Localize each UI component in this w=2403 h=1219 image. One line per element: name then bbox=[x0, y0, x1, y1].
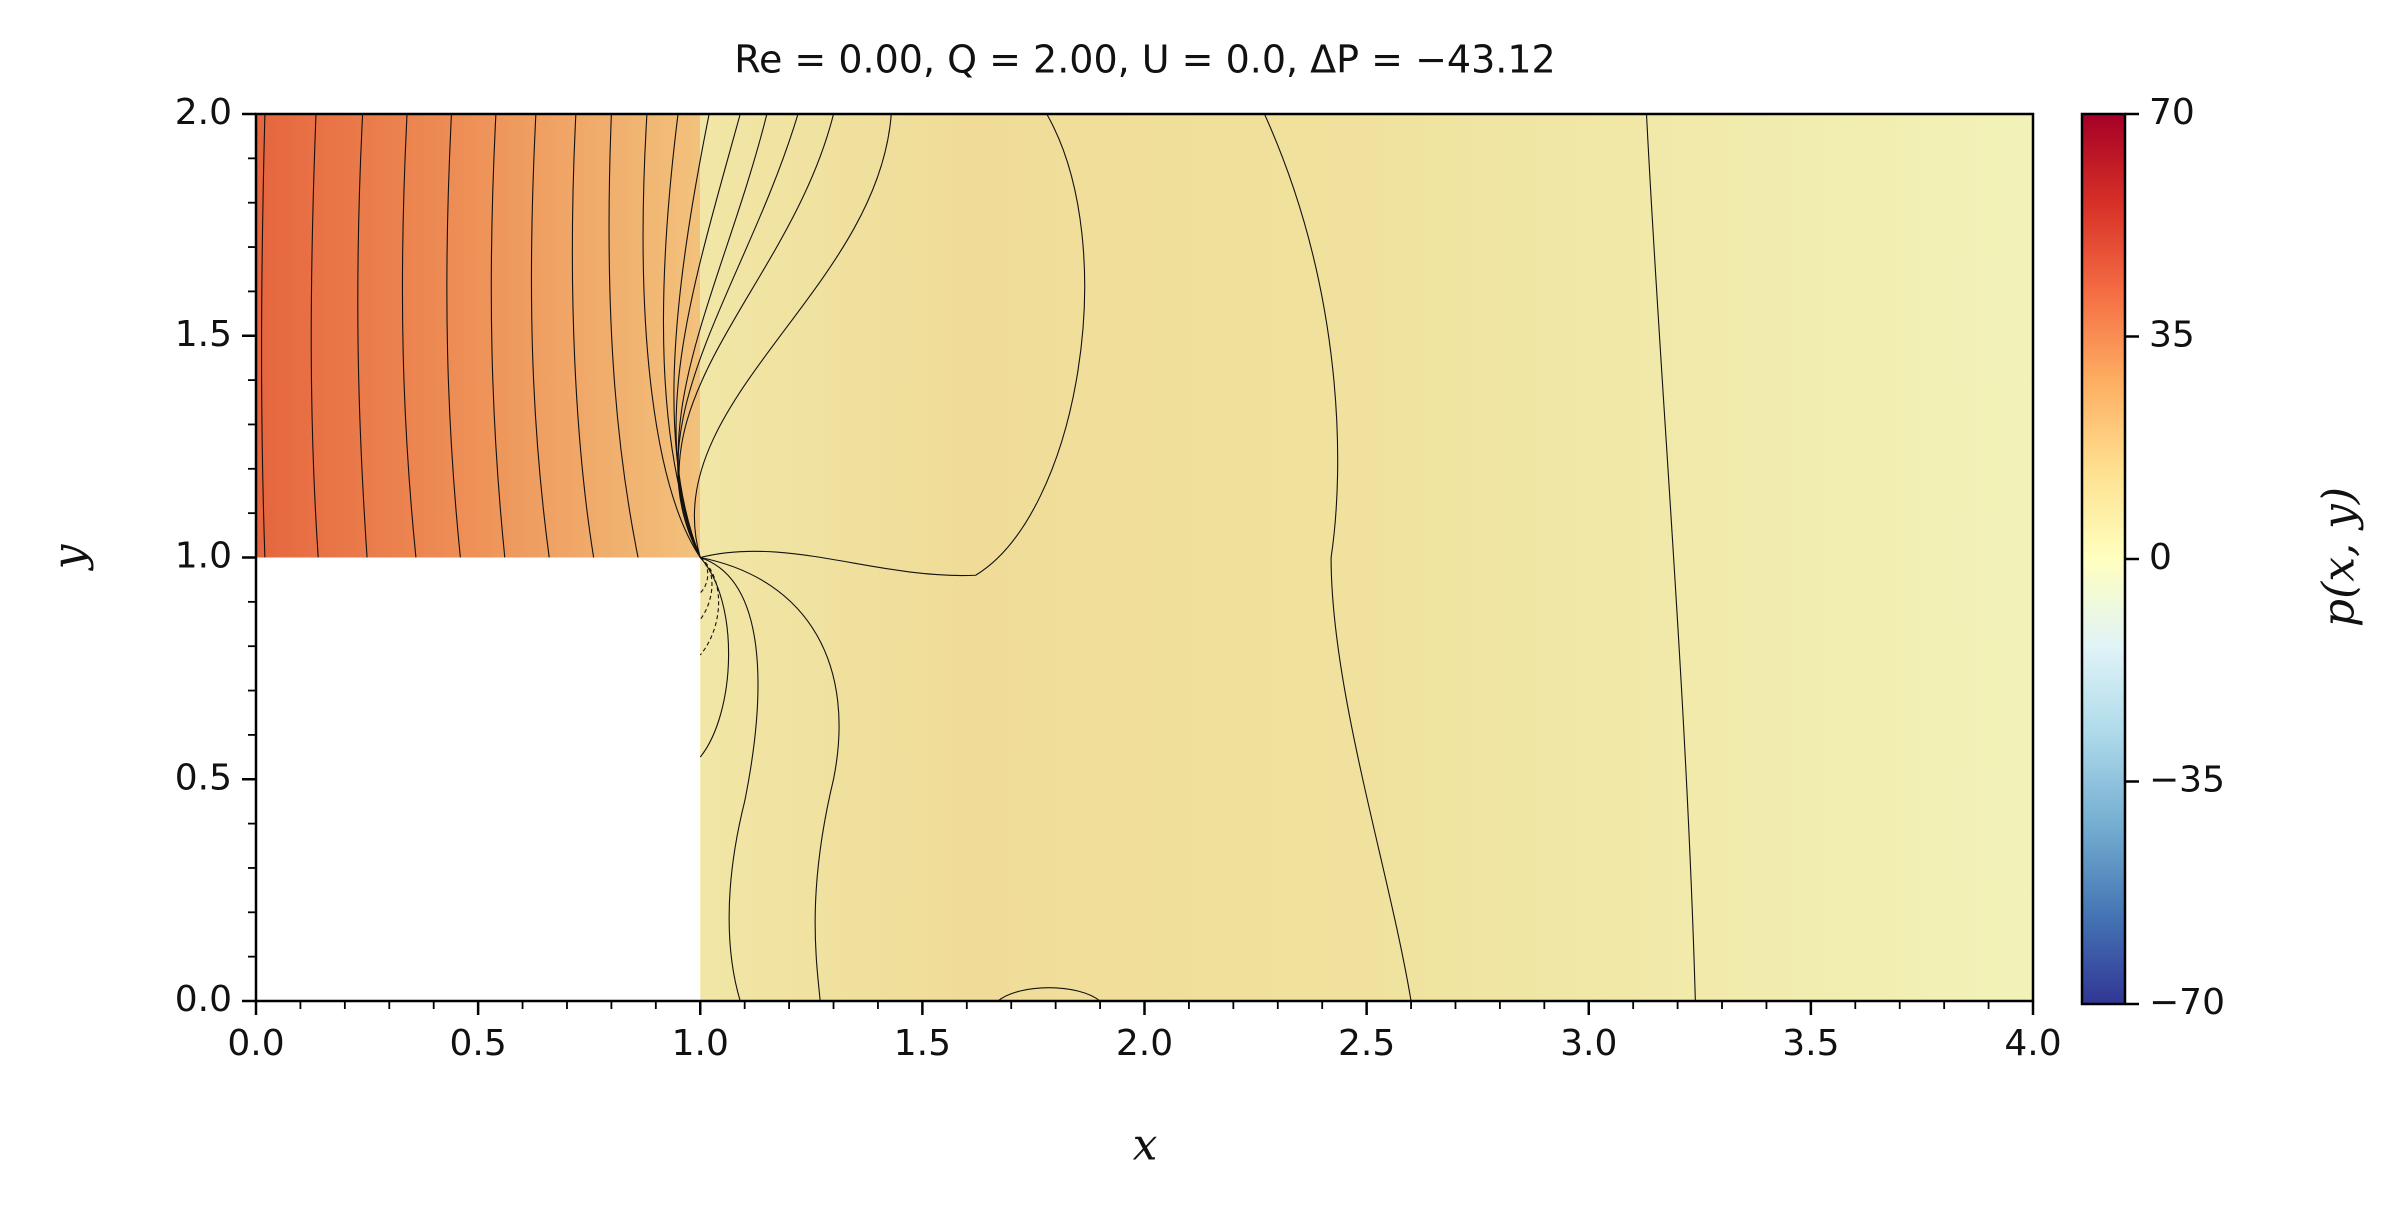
colorbar-tick-label: −70 bbox=[2149, 982, 2225, 1023]
x-tick-label: 0.0 bbox=[227, 1023, 284, 1064]
colorbar-tick-label: 0 bbox=[2149, 537, 2172, 578]
y-tick-label: 2.0 bbox=[175, 92, 232, 133]
x-tick-label: 1.5 bbox=[894, 1023, 951, 1064]
y-axis-label: y bbox=[44, 543, 95, 571]
x-axis-label: x bbox=[1133, 1120, 1158, 1171]
colorbar bbox=[2080, 112, 2127, 1006]
y-tick-label: 1.5 bbox=[175, 314, 232, 355]
upstream-field bbox=[256, 114, 701, 558]
x-tick-label: 3.0 bbox=[1560, 1023, 1617, 1064]
x-tick-label: 1.0 bbox=[672, 1023, 729, 1064]
y-tick-label: 0.0 bbox=[175, 979, 232, 1020]
x-tick-label: 0.5 bbox=[449, 1023, 506, 1064]
downstream-field bbox=[700, 114, 2033, 1001]
y-tick-label: 1.0 bbox=[175, 536, 232, 577]
y-tick-label: 0.5 bbox=[175, 757, 232, 798]
x-tick-label: 3.5 bbox=[1782, 1023, 1839, 1064]
contour-lines bbox=[262, 114, 1696, 1001]
colorbar-tick-label: 35 bbox=[2149, 315, 2195, 356]
colorbar-label: p(x, y) bbox=[2314, 487, 2365, 627]
colorbar-tick-label: −35 bbox=[2149, 760, 2225, 801]
x-tick-label: 2.5 bbox=[1338, 1023, 1395, 1064]
chart-title: Re = 0.00, Q = 2.00, U = 0.0, ΔP = −43.1… bbox=[734, 38, 1555, 82]
colorbar-tick-label: 70 bbox=[2149, 92, 2195, 133]
x-tick-label: 2.0 bbox=[1116, 1023, 1173, 1064]
x-tick-label: 4.0 bbox=[2004, 1023, 2061, 1064]
pressure-field bbox=[256, 114, 2033, 1001]
